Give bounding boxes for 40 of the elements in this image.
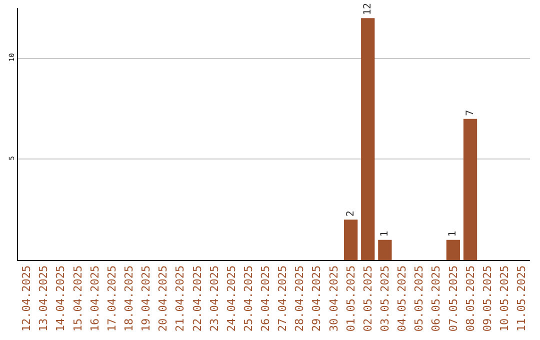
x-tick-label: 08.05.2025 <box>464 265 477 332</box>
x-tick-label: 27.04.2025 <box>276 265 290 332</box>
data-label: 1 <box>448 230 459 237</box>
x-tick-label: 03.05.2025 <box>378 265 392 332</box>
bar <box>463 118 478 260</box>
data-label: 2 <box>345 210 356 217</box>
x-tick-label: 22.04.2025 <box>190 265 204 332</box>
data-label: 12 <box>362 3 374 16</box>
x-tick-label: 24.04.2025 <box>224 265 238 332</box>
x-tick-label: 29.04.2025 <box>310 265 324 332</box>
bar <box>361 18 375 260</box>
x-tick-label: 14.04.2025 <box>54 265 68 332</box>
x-tick-label: 05.05.2025 <box>412 265 426 332</box>
x-tick-label: 12.04.2025 <box>20 265 34 332</box>
x-tick-label: 16.04.2025 <box>88 265 102 332</box>
x-tick-label: 17.04.2025 <box>105 265 118 332</box>
x-tick-label: 02.05.2025 <box>361 265 374 332</box>
x-tick-label: 09.05.2025 <box>480 265 494 332</box>
bar <box>446 240 460 260</box>
x-tick-label: 01.05.2025 <box>344 265 358 332</box>
x-tick-label: 11.05.2025 <box>515 265 528 332</box>
x-tick-label: 06.05.2025 <box>430 265 443 332</box>
x-tick-label: 23.04.2025 <box>208 265 221 332</box>
x-tick-label: 18.04.2025 <box>122 265 136 332</box>
x-tick-label: 07.05.2025 <box>446 265 460 332</box>
x-tick-label: 21.04.2025 <box>174 265 187 332</box>
x-tick-label: 30.04.2025 <box>327 265 340 332</box>
x-tick-label: 04.05.2025 <box>396 265 409 332</box>
data-label: 1 <box>379 230 390 237</box>
bar <box>344 220 358 260</box>
x-tick-label: 26.04.2025 <box>259 265 272 332</box>
x-tick-label: 25.04.2025 <box>242 265 255 332</box>
x-tick-label: 15.04.2025 <box>71 265 84 332</box>
x-tick-label: 20.04.2025 <box>156 265 170 332</box>
x-tick-label: 19.04.2025 <box>140 265 153 332</box>
bar <box>378 240 392 260</box>
x-tick-label: 10.05.2025 <box>498 265 511 332</box>
data-label: 7 <box>464 110 476 116</box>
x-tick-label: 28.04.2025 <box>293 265 306 332</box>
x-tick-label: 13.04.2025 <box>37 265 50 332</box>
